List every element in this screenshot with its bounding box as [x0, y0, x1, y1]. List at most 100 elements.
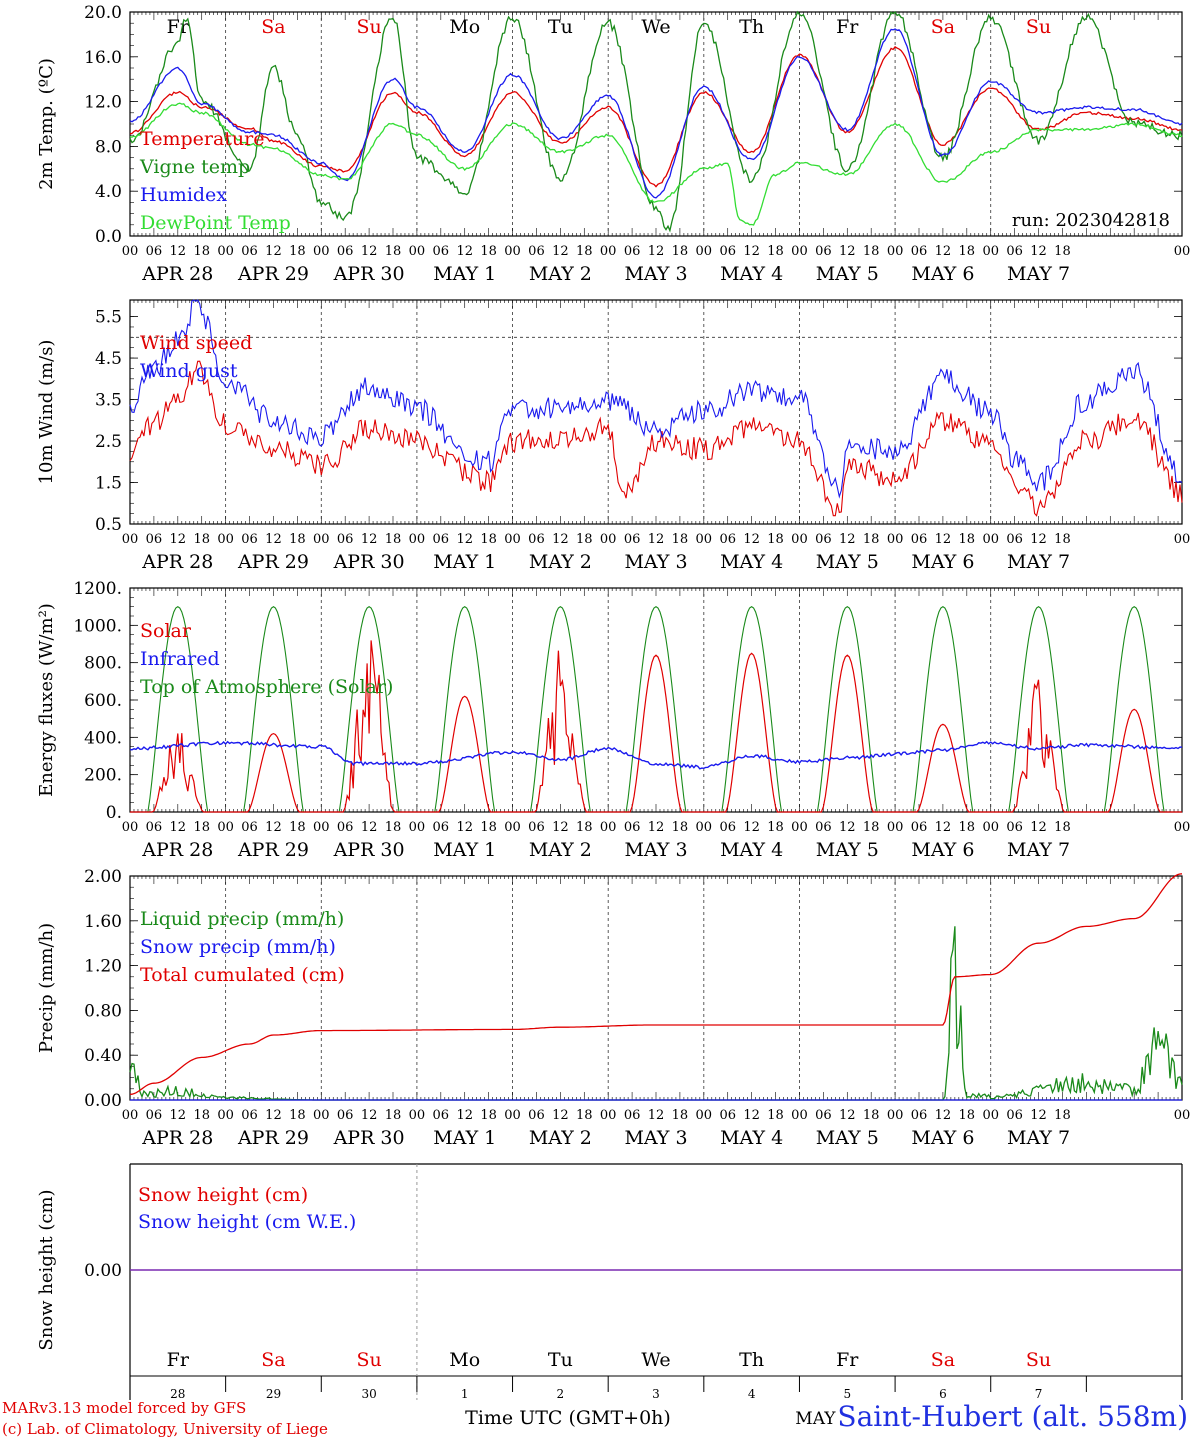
hour-label: 12 — [170, 1108, 187, 1123]
hour-label: 12 — [361, 1108, 378, 1123]
hour-label: 12 — [935, 244, 952, 259]
hour-label: 06 — [1006, 244, 1023, 259]
hour-label: 18 — [672, 1108, 689, 1123]
day-label: MAY 6 — [911, 1127, 974, 1149]
day-label: APR 29 — [237, 839, 309, 861]
y-tick-label: 1.60 — [84, 912, 122, 932]
hour-label: 18 — [385, 244, 402, 259]
hour-label: 06 — [624, 532, 641, 547]
hour-label: 18 — [385, 1108, 402, 1123]
hour-label: 12 — [743, 244, 760, 259]
hour-label: 00 — [504, 820, 521, 835]
legend-total-cumulated-cm-: Total cumulated (cm) — [140, 964, 345, 986]
hour-label: 12 — [265, 820, 282, 835]
hour-label: 18 — [959, 244, 976, 259]
hour-label: 00 — [313, 244, 330, 259]
hour-label: 06 — [719, 244, 736, 259]
hour-label: 12 — [552, 820, 569, 835]
hour-label: 12 — [456, 1108, 473, 1123]
hour-label: 06 — [1006, 532, 1023, 547]
hour-label: 00 — [1174, 1108, 1191, 1123]
y-axis-label: Energy fluxes (W/m²) — [36, 603, 57, 797]
y-tick-label: 800. — [84, 654, 122, 674]
series-humidex — [129, 28, 1183, 199]
hour-label: 00 — [982, 244, 999, 259]
day-label: APR 28 — [141, 551, 213, 573]
hour-label: 12 — [743, 820, 760, 835]
hour-label: 12 — [935, 820, 952, 835]
y-tick-label: 1200. — [73, 579, 122, 599]
hour-label: 06 — [719, 820, 736, 835]
hour-label: 18 — [385, 820, 402, 835]
lab-credit: (c) Lab. of Climatology, University of L… — [2, 1420, 328, 1438]
day-label: MAY 1 — [433, 551, 496, 573]
day-label: MAY 1 — [433, 263, 496, 285]
hour-label: 00 — [887, 1108, 904, 1123]
hour-label: 00 — [982, 1108, 999, 1123]
hour-label: 12 — [839, 1108, 856, 1123]
hour-label: 18 — [767, 1108, 784, 1123]
weekday-label: Su — [356, 1349, 381, 1371]
hour-label: 12 — [552, 244, 569, 259]
y-tick-label: 200. — [84, 766, 122, 786]
plot-frame — [129, 11, 1183, 237]
series-infrared — [129, 740, 1183, 770]
day-label: MAY 3 — [624, 839, 687, 861]
hour-label: 00 — [791, 1108, 808, 1123]
hour-label: 18 — [767, 532, 784, 547]
hour-label: 00 — [217, 1108, 234, 1123]
hour-label: 12 — [839, 244, 856, 259]
hour-label: 06 — [433, 532, 450, 547]
hour-label: 12 — [552, 532, 569, 547]
day-number: 7 — [1035, 1387, 1043, 1401]
hour-label: 18 — [289, 820, 306, 835]
hour-label: 18 — [193, 820, 210, 835]
hour-label: 18 — [289, 1108, 306, 1123]
hour-label: 06 — [433, 244, 450, 259]
hour-label: 18 — [576, 820, 593, 835]
hour-label: 00 — [122, 532, 139, 547]
hour-label: 12 — [1030, 1108, 1047, 1123]
hour-label: 12 — [265, 1108, 282, 1123]
series-top-of-atmosphere — [130, 606, 1182, 813]
hour-label: 12 — [648, 532, 665, 547]
day-label: APR 30 — [333, 551, 405, 573]
hour-label: 00 — [217, 820, 234, 835]
hour-label: 06 — [1006, 820, 1023, 835]
day-label: MAY 7 — [1007, 1127, 1070, 1149]
hour-label: 06 — [815, 820, 832, 835]
hour-label: 12 — [648, 1108, 665, 1123]
hour-label: 00 — [887, 532, 904, 547]
hour-label: 12 — [1030, 244, 1047, 259]
panel-5: 0.00 Snow height (cm) Snow height (cm) Snow… — [36, 1163, 1183, 1429]
day-label: MAY 7 — [1007, 263, 1070, 285]
hour-label: 18 — [672, 820, 689, 835]
hour-label: 18 — [480, 820, 497, 835]
weekday-label: Sa — [931, 1349, 955, 1371]
weekday-label: Tu — [548, 1349, 573, 1371]
legend-liquid-precip-mm-h-: Liquid precip (mm/h) — [140, 908, 344, 930]
day-label: MAY 3 — [624, 551, 687, 573]
month-label: MAY — [795, 1409, 836, 1429]
hour-label: 06 — [337, 532, 354, 547]
hour-label: 06 — [433, 820, 450, 835]
legend-solar: Solar — [140, 620, 192, 642]
y-axis-label: 10m Wind (m/s) — [36, 340, 57, 485]
hour-label: 18 — [289, 532, 306, 547]
y-tick-label: 1000. — [73, 616, 122, 636]
hour-label: 00 — [504, 1108, 521, 1123]
hour-label: 18 — [480, 1108, 497, 1123]
hour-label: 00 — [600, 1108, 617, 1123]
hour-label: 00 — [409, 1108, 426, 1123]
hour-label: 12 — [1030, 820, 1047, 835]
hour-label: 06 — [337, 1108, 354, 1123]
day-number: 28 — [170, 1387, 185, 1401]
weekday-label: Su — [356, 16, 381, 38]
y-tick-label: 1.20 — [84, 957, 122, 977]
y-tick-label: 0.0 — [95, 227, 122, 247]
hour-label: 12 — [456, 820, 473, 835]
y-tick-label: 0. — [106, 803, 122, 823]
plot-frame — [129, 587, 1183, 813]
day-label: MAY 5 — [816, 263, 879, 285]
legend-humidex: Humidex — [140, 184, 227, 206]
